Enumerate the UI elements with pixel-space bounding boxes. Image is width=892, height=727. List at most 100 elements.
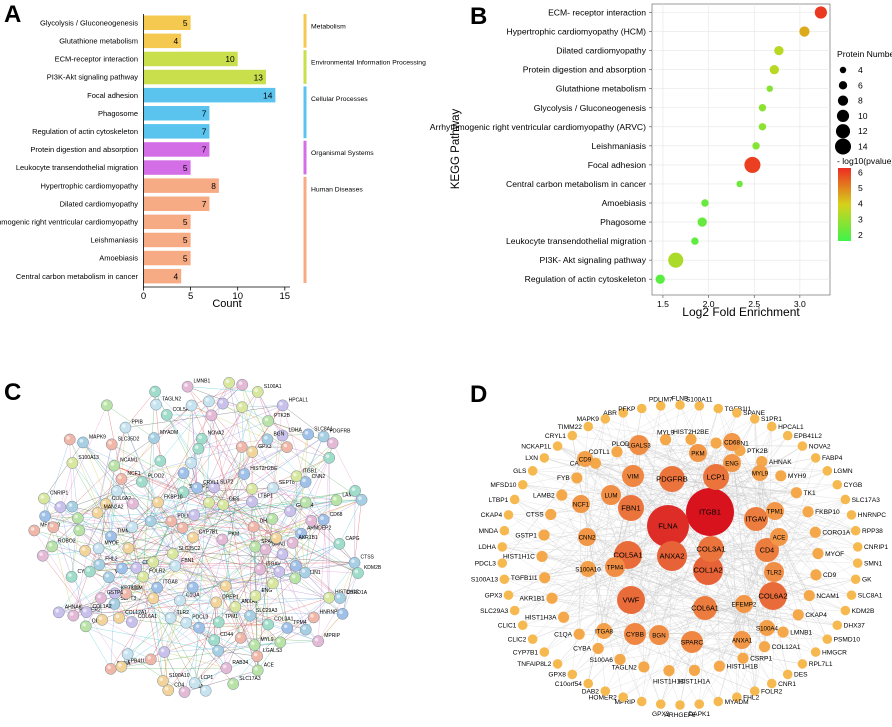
ring-gene-label: RPL7L1: [809, 661, 833, 668]
ppi-edge: [201, 405, 283, 439]
bar-x-axis-title: Count: [212, 298, 241, 310]
inner-gene-label: COTL1: [589, 449, 611, 456]
ppi-node-highlight: [248, 485, 253, 490]
ppi-edge: [102, 619, 165, 653]
bar-category-label: Glycolysis / Gluconeogenesis: [40, 18, 138, 27]
network-edge: [522, 484, 669, 527]
ppi-node: [73, 524, 86, 537]
ring-gene-node: [822, 634, 833, 644]
color-legend-label: 2: [858, 230, 863, 240]
ppi-node-highlight: [74, 514, 78, 519]
network-edge: [504, 444, 640, 531]
ppi-edge: [121, 478, 273, 584]
ppi-node: [162, 684, 175, 697]
bar-category-label: Glutathione metabolism: [59, 36, 138, 45]
ppi-edge: [157, 487, 198, 503]
ppi-edge: [265, 533, 302, 550]
network-edge: [679, 595, 774, 706]
ppi-edge: [241, 407, 245, 475]
ppi-node: [323, 591, 335, 604]
ring-gene-node: [713, 696, 724, 707]
hub-gene-label: PKM: [691, 451, 704, 458]
hub-gene-node: [647, 505, 689, 547]
ring-gene-node: [810, 453, 821, 463]
ppi-node-label: CAPG: [345, 536, 359, 542]
ppi-node: [54, 501, 67, 514]
ring-gene-node: [749, 686, 760, 696]
ppi-node-label: NCF1: [127, 471, 140, 477]
ppi-edge: [164, 651, 185, 693]
ppi-edge: [58, 612, 343, 615]
ppi-edge: [58, 571, 90, 613]
inner-gene-label: TK1: [804, 490, 816, 497]
ring-gene-label: MNDA: [479, 528, 499, 535]
ppi-node: [144, 653, 157, 666]
ring-gene-node: [797, 441, 808, 451]
ppi-node: [176, 521, 189, 534]
network-edge: [522, 484, 612, 496]
ppi-node: [28, 524, 41, 537]
hub-gene-label: MYL9: [752, 471, 769, 478]
ppi-edge: [222, 539, 236, 607]
ppi-edge: [69, 439, 73, 507]
network-edge: [632, 472, 761, 477]
ppi-node: [220, 662, 233, 674]
ppi-edge: [198, 439, 268, 449]
ppi-edge: [157, 587, 219, 623]
ppi-edge: [296, 443, 333, 477]
ppi-node-label: SLC17A3: [239, 676, 261, 682]
ppi-edge: [128, 547, 173, 555]
ppi-node-highlight: [160, 648, 165, 653]
ppi-edge: [121, 462, 192, 480]
ppi-node-highlight: [95, 561, 100, 565]
ppi-node-label: COL5A1: [173, 407, 192, 413]
ring-gene-node: [499, 574, 510, 585]
ppi-node: [66, 500, 78, 513]
ring-gene-node: [852, 558, 863, 568]
ppi-node-highlight: [110, 462, 115, 466]
ppi-edge: [187, 386, 243, 408]
inner-gene-label: LAMB2: [533, 492, 555, 499]
bar-value-label: 5: [183, 163, 188, 173]
ppi-node: [205, 409, 218, 422]
inner-gene-node: [803, 589, 815, 602]
ppi-node-label: CORO1A: [346, 590, 368, 596]
ppi-node: [144, 515, 157, 528]
hub-gene-label: CD9: [579, 457, 592, 464]
ppi-node: [246, 483, 258, 495]
ppi-node-highlight: [40, 495, 45, 499]
ring-gene-node: [552, 441, 563, 451]
ring-gene-node: [850, 525, 861, 536]
hub-gene-node: [596, 623, 612, 639]
hub-gene-label: FBN1: [621, 504, 640, 513]
hub-gene-label: S100A4: [756, 626, 779, 633]
ppi-node-highlight: [218, 536, 223, 540]
ppi-node-highlight: [132, 564, 137, 569]
inner-gene-node: [688, 664, 701, 676]
network-edge: [595, 463, 712, 550]
ppi-node-label: ANXA1: [241, 599, 258, 605]
hub-gene-label: CD68: [724, 440, 740, 447]
ppi-node-highlight: [254, 667, 258, 671]
ppi-node: [105, 438, 118, 451]
ppi-node-highlight: [225, 379, 230, 384]
inner-gene-node: [546, 592, 558, 604]
hub-gene-label: TLR2: [766, 570, 782, 577]
ppi-node-label: CTSS: [361, 555, 375, 561]
ppi-edge: [213, 487, 337, 501]
ppi-edge: [125, 427, 219, 651]
ppi-node: [352, 567, 364, 579]
network-edge: [660, 607, 706, 705]
ppi-node: [219, 580, 232, 592]
ring-gene-node: [797, 659, 808, 669]
ppi-node-highlight: [156, 457, 161, 462]
ppi-node: [333, 537, 346, 550]
ppi-edge: [280, 597, 330, 643]
hub-gene-label: COL3A1: [696, 545, 725, 554]
ppi-node: [180, 616, 193, 629]
network-edge: [660, 536, 780, 705]
bar-7: [143, 124, 210, 139]
ppi-node-highlight: [302, 626, 306, 630]
